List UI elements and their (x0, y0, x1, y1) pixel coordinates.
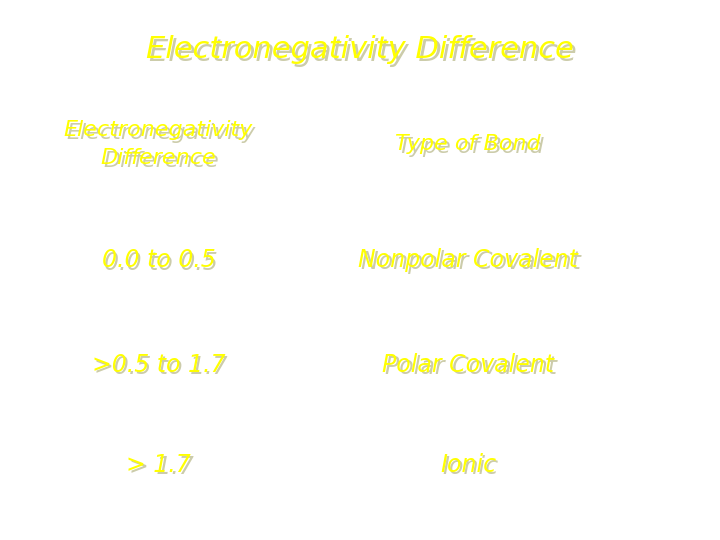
Text: Polar Covalent: Polar Covalent (382, 353, 554, 377)
Text: Polar Covalent: Polar Covalent (384, 355, 557, 380)
Text: Type of Bond: Type of Bond (397, 137, 544, 157)
Text: Difference: Difference (103, 151, 219, 171)
Text: Electronegativity: Electronegativity (64, 120, 253, 140)
Text: Nonpolar Covalent: Nonpolar Covalent (361, 251, 580, 274)
Text: Electronegativity Difference: Electronegativity Difference (146, 36, 574, 64)
Text: Type of Bond: Type of Bond (395, 134, 541, 154)
Text: Nonpolar Covalent: Nonpolar Covalent (358, 248, 578, 272)
Text: Ionic: Ionic (442, 456, 498, 480)
Text: Electronegativity: Electronegativity (66, 123, 256, 143)
Text: Difference: Difference (101, 148, 216, 168)
Text: >0.5 to 1.7: >0.5 to 1.7 (91, 353, 225, 377)
Text: 0.0 to 0.5: 0.0 to 0.5 (104, 251, 217, 274)
Text: >0.5 to 1.7: >0.5 to 1.7 (94, 355, 228, 380)
Text: 0.0 to 0.5: 0.0 to 0.5 (102, 248, 215, 272)
Text: > 1.7: > 1.7 (129, 456, 193, 480)
Text: > 1.7: > 1.7 (126, 453, 191, 477)
Text: Ionic: Ionic (440, 453, 496, 477)
Text: Electronegativity Difference: Electronegativity Difference (148, 38, 577, 67)
